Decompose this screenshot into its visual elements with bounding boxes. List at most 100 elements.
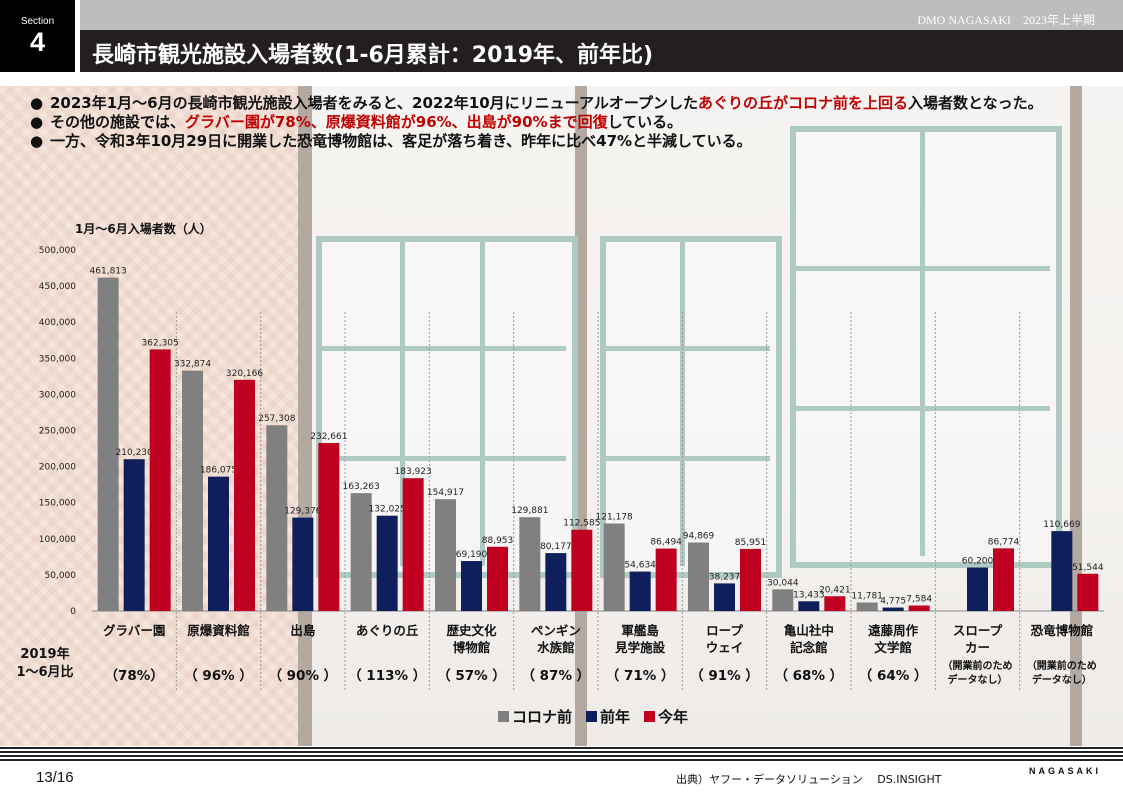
bar-data-label: 86,774	[988, 537, 1020, 547]
bar-data-label: 94,869	[683, 532, 715, 542]
bullet-list: ● 2023年1月～6月の長崎市観光施設入場者をみると、2022年10月にリニュー…	[30, 94, 1110, 151]
category-label: 軍艦島 見学施設	[598, 622, 682, 656]
category-label: ロープ ウェイ	[682, 622, 766, 656]
category-label-line: スロープ	[952, 623, 1003, 638]
bar-pre-covid	[266, 425, 288, 611]
bar-data-label: 69,190	[456, 550, 488, 560]
category-label-line: 水族館	[537, 640, 575, 655]
bar-data-label: 154,917	[427, 488, 464, 498]
bar-this-year	[149, 349, 171, 611]
bullet-dot: ●	[30, 113, 44, 131]
bar-data-label: 51,544	[1072, 563, 1104, 573]
y-tick-label: 50,000	[45, 571, 77, 581]
bar-last-year	[882, 607, 904, 611]
bullet-text: している。	[607, 113, 683, 131]
category-label-line: ウェイ	[705, 640, 744, 655]
bar-data-label: 163,263	[343, 482, 380, 492]
bar-last-year	[545, 553, 567, 611]
category-label-line: ペンギン	[530, 623, 581, 638]
bar-data-label: 11,781	[851, 591, 883, 601]
category-label-line: あぐりの丘	[355, 623, 419, 638]
bar-data-label: 20,421	[819, 585, 851, 595]
bar-last-year	[798, 601, 820, 611]
bar-data-label: 38,237	[709, 572, 741, 582]
bullet-text: 一方、令和3年10月29日に開業した恐竜博物館は、客足が落ち着き、昨年に比べ47…	[50, 132, 752, 150]
bar-data-label: 183,923	[395, 467, 432, 477]
bar-this-year	[318, 443, 340, 611]
bar-data-label: 110,669	[1043, 520, 1080, 530]
bar-last-year	[967, 567, 988, 611]
bar-last-year	[376, 515, 398, 611]
bar-data-label: 121,178	[596, 513, 633, 523]
bar-data-label: 362,305	[142, 338, 179, 348]
bar-this-year	[655, 548, 677, 611]
category-label-line: 文学館	[874, 640, 912, 655]
bar-data-label: 30,044	[767, 578, 799, 588]
y-tick-label: 250,000	[39, 427, 76, 437]
category-label: あぐりの丘	[345, 622, 429, 639]
bar-last-year	[292, 517, 314, 611]
category-label-line: 記念館	[790, 640, 828, 655]
y-tick-label: 0	[70, 607, 76, 617]
bar-data-label: 112,585	[563, 519, 600, 529]
bar-this-year	[740, 548, 761, 611]
source-note: 出典）ヤフー・データソリューション DS.INSIGHT	[676, 773, 942, 786]
bar-data-label: 129,376	[284, 507, 321, 517]
recovery-ratio: （ 90% ）	[268, 668, 338, 684]
legend-swatch	[498, 711, 509, 722]
header-org-period: DMO NAGASAKI 2023年上半期	[917, 13, 1095, 27]
y-axis-title: 1月～6月入場者数（人）	[75, 222, 212, 236]
bar-this-year	[402, 478, 424, 611]
category-label-line: 恐竜博物館	[1030, 623, 1094, 638]
ratio-row-label: 2019年 1～6月比	[14, 646, 76, 682]
brand-logo-text: NAGASAKI	[1028, 766, 1101, 776]
legend-item-pre-covid: コロナ前	[498, 706, 572, 727]
category-label: グラバー園	[92, 622, 176, 639]
chart-legend: コロナ前 前年 今年	[498, 706, 688, 727]
category-label-line: 博物館	[452, 640, 491, 655]
recovery-ratio: （ 87% ）	[521, 668, 591, 684]
no-data-note-line: データなし）	[947, 675, 1008, 686]
recovery-ratio: （ 64% ）	[858, 668, 928, 684]
no-data-note: （開業前のため データなし）	[935, 660, 1019, 688]
y-tick-label: 200,000	[39, 463, 76, 473]
category-label: 亀山社中 記念館	[767, 622, 851, 656]
category-label-line: 原爆資料館	[187, 623, 250, 638]
recovery-ratio: （78%）	[104, 668, 164, 684]
recovery-ratio: （ 96% ）	[184, 668, 253, 684]
bar-this-year	[824, 596, 846, 611]
bar-data-label: 86,494	[650, 538, 682, 548]
category-label-line: 出島	[290, 623, 316, 638]
y-tick-label: 150,000	[39, 499, 76, 509]
bar-this-year	[908, 605, 930, 611]
category-label: 出島	[261, 622, 345, 639]
bar-pre-covid	[856, 602, 878, 611]
bullet-text: その他の施設では、	[50, 113, 186, 131]
y-tick-label: 400,000	[39, 318, 76, 328]
bar-data-label: 88,953	[482, 536, 514, 546]
bullet-item: ● 2023年1月～6月の長崎市観光施設入場者をみると、2022年10月にリニュー…	[30, 94, 1110, 113]
recovery-ratio: （ 113% ）	[348, 668, 427, 684]
bar-last-year	[1051, 531, 1073, 611]
bar-pre-covid	[519, 517, 541, 611]
y-tick-label: 100,000	[39, 535, 76, 545]
bar-data-label: 257,308	[258, 414, 295, 424]
bar-last-year	[629, 571, 651, 611]
no-data-note-line: （開業前のため	[942, 661, 1013, 672]
header-top-bar	[80, 0, 1123, 30]
y-tick-label: 500,000	[39, 246, 76, 256]
legend-swatch	[644, 711, 656, 722]
bar-data-label: 7,584	[906, 595, 932, 605]
bar-pre-covid	[772, 589, 794, 611]
bar-pre-covid	[603, 523, 625, 611]
bar-data-label: 80,177	[540, 542, 572, 552]
bar-pre-covid	[688, 542, 709, 611]
bar-data-label: 210,230	[116, 448, 153, 458]
y-tick-label: 450,000	[39, 282, 76, 292]
category-label: ペンギン 水族館	[514, 622, 598, 656]
category-label-line: 遠藤周作	[868, 623, 919, 638]
bar-last-year	[208, 476, 229, 611]
legend-label: 前年	[600, 708, 631, 726]
bar-data-label: 4,775	[880, 597, 906, 607]
bullet-item: ● 一方、令和3年10月29日に開業した恐竜博物館は、客足が落ち着き、昨年に比べ4…	[30, 132, 1110, 151]
